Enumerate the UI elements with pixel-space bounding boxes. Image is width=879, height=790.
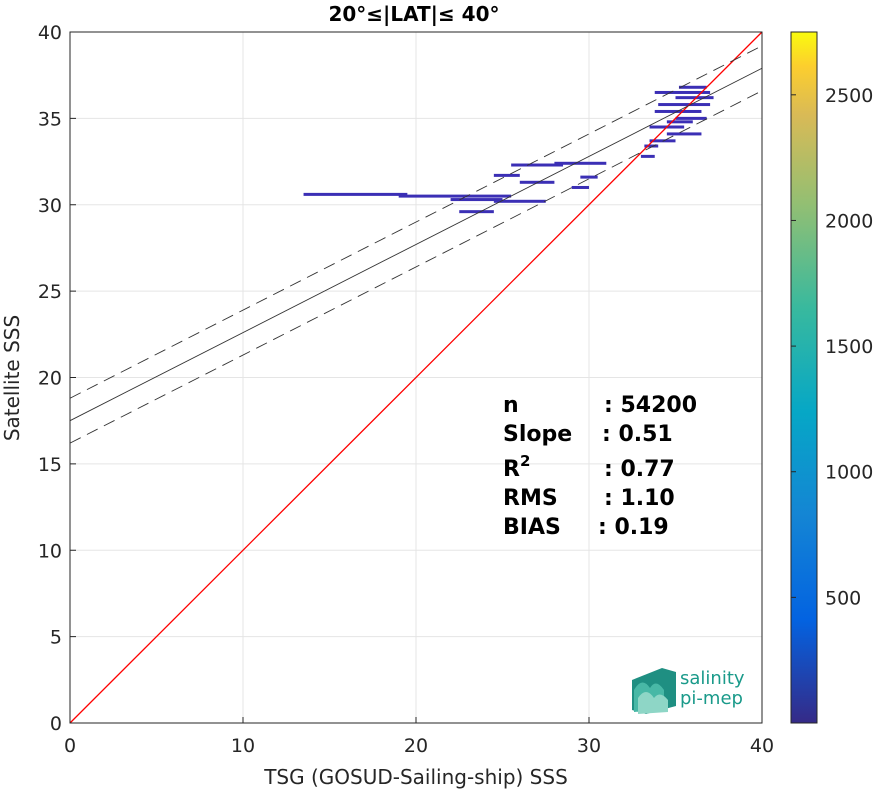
- fit-line: [69, 67, 763, 422]
- density-segment: [519, 180, 555, 184]
- plot-area: [69, 31, 763, 724]
- y-tick-label: 35: [38, 108, 62, 130]
- density-segment: [644, 144, 659, 148]
- density-segment: [459, 210, 494, 214]
- density-segment: [640, 154, 655, 158]
- stat-value: : 0.51: [602, 422, 673, 447]
- density-segment: [658, 103, 711, 107]
- y-tick-label: 15: [38, 454, 62, 476]
- identity-line: [69, 31, 763, 724]
- stat-value: : 0.77: [604, 457, 675, 482]
- x-axis-ticks: 0 10 20 30 40: [64, 717, 774, 757]
- y-tick-label: 30: [38, 195, 62, 217]
- density-segment: [675, 116, 707, 120]
- density-segment: [493, 173, 520, 177]
- colorbar-tick-label: 1500: [825, 336, 873, 358]
- density-segment: [649, 139, 676, 143]
- stat-label: n: [503, 393, 519, 418]
- x-tick-label: 20: [404, 735, 428, 757]
- colorbar-tick-label: 2500: [825, 85, 873, 107]
- stat-label: BIAS: [503, 515, 561, 540]
- density-segment: [450, 198, 503, 202]
- colorbar-gradient: [790, 31, 818, 724]
- colorbar-tick-label: 1000: [825, 462, 873, 484]
- x-tick-label: 10: [231, 735, 255, 757]
- y-tick-label: 0: [50, 713, 62, 735]
- density-segment: [303, 192, 408, 196]
- y-tick-label: 20: [38, 368, 62, 390]
- density-segment: [654, 90, 711, 94]
- stat-label: RMS: [503, 486, 558, 511]
- density-segment: [511, 163, 564, 167]
- stat-value: : 54200: [604, 393, 697, 418]
- logo-line1: salinity: [680, 668, 745, 689]
- y-tick-label: 25: [38, 281, 62, 303]
- density-segment: [678, 85, 707, 89]
- salinity-logo: salinity pi-mep: [632, 668, 745, 714]
- density-segment: [398, 194, 512, 198]
- x-tick-label: 40: [750, 735, 774, 757]
- y-tick-label: 40: [38, 22, 62, 44]
- y-tick-label: 5: [50, 627, 62, 649]
- colorbar: 500 1000 1500 2000 2500: [790, 31, 873, 724]
- density-segment: [554, 161, 607, 165]
- y-axis-ticks: 0 5 10 15 20 25 30 35 40: [38, 22, 76, 735]
- colorbar-tick-label: 500: [825, 587, 861, 609]
- density-segment: [571, 185, 589, 189]
- y-tick-label: 10: [38, 540, 62, 562]
- logo-line2: pi-mep: [680, 688, 743, 709]
- density-segment: [580, 175, 598, 179]
- wave-logo-icon: [632, 668, 676, 714]
- stat-value: : 0.19: [598, 515, 669, 540]
- chart-title: 20°≤|LAT|≤ 40°: [328, 2, 499, 26]
- regression-lines: [69, 31, 763, 724]
- x-tick-label: 0: [64, 735, 76, 757]
- lower-bound-line: [69, 90, 763, 444]
- colorbar-ticks: 500 1000 1500 2000 2500: [791, 85, 873, 609]
- density-segment: [493, 199, 546, 203]
- colorbar-tick-label: 2000: [825, 210, 873, 232]
- density-segment: [666, 120, 693, 124]
- stat-label: Slope: [503, 422, 572, 447]
- density-segment: [666, 132, 702, 136]
- stat-value: : 1.10: [604, 486, 675, 511]
- x-axis-label: TSG (GOSUD-Sailing-ship) SSS: [263, 765, 568, 789]
- y-axis-label: Satellite SSS: [0, 315, 24, 441]
- upper-bound-line: [69, 45, 763, 399]
- x-tick-label: 30: [577, 735, 601, 757]
- density-segment: [675, 96, 714, 100]
